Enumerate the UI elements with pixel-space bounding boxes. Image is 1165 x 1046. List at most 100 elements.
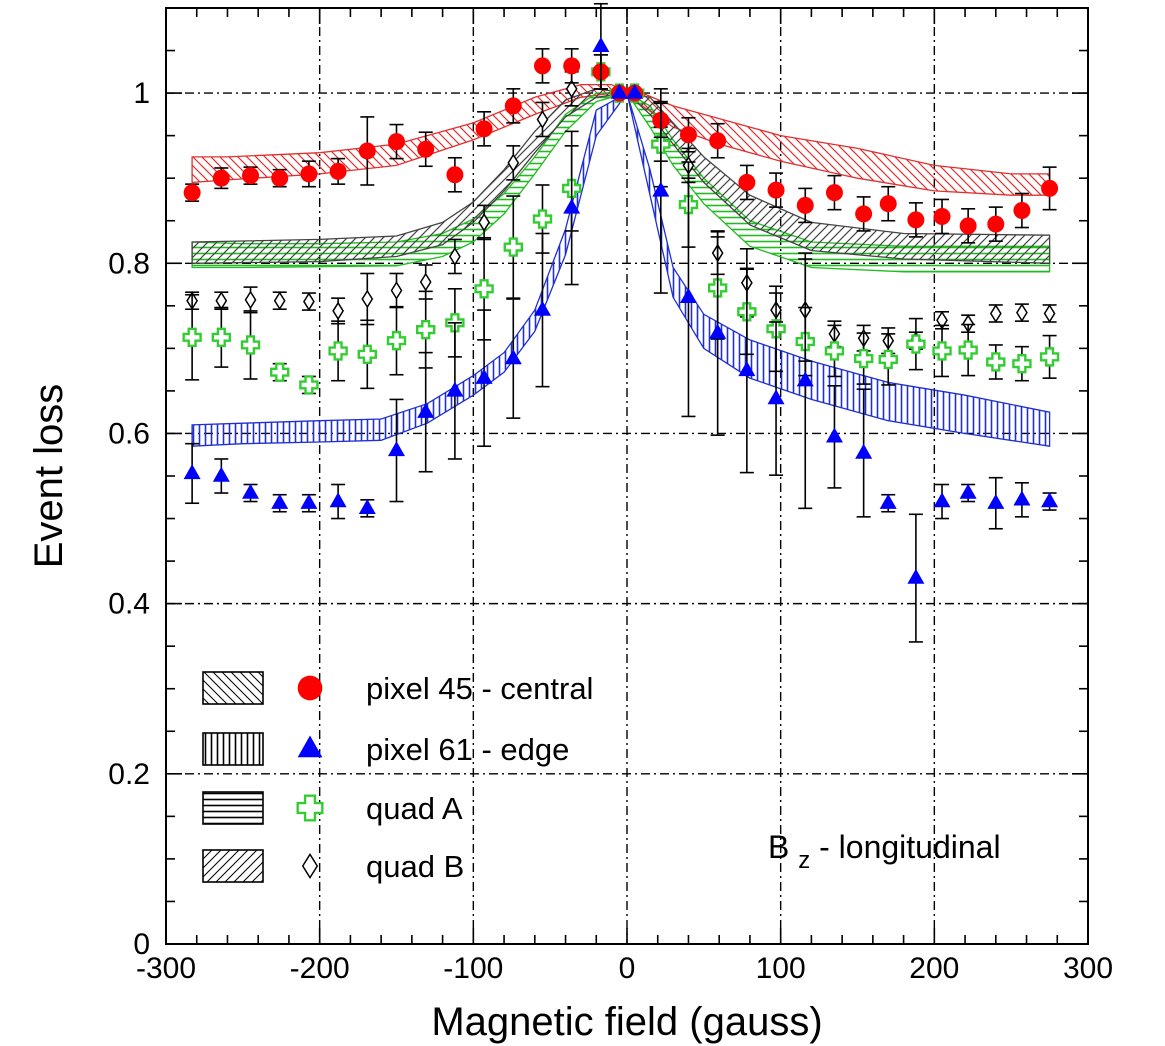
data-point: [796, 371, 814, 387]
data-point: [240, 335, 261, 355]
data-point: [533, 300, 551, 316]
legend-marker: [301, 852, 319, 880]
y-tick-label: 0.2: [108, 758, 150, 791]
data-point: [211, 327, 232, 348]
data-point: [563, 198, 581, 214]
data-point: [626, 83, 644, 99]
data-point: [388, 133, 405, 151]
data-point: [738, 361, 756, 377]
series-quad-a: [182, 53, 1060, 395]
data-point: [183, 464, 201, 480]
data-point: [1016, 303, 1028, 323]
legend-band-swatch: [202, 849, 264, 883]
data-point: [300, 493, 318, 509]
y-tick-label: 0.4: [108, 588, 150, 621]
data-point: [738, 173, 756, 191]
data-point: [533, 57, 551, 75]
legend-label: pixel 61 - edge: [366, 732, 569, 767]
data-point: [504, 349, 522, 365]
series-pixel-61-edge: [183, 2, 1059, 643]
y-tick-label: 0.8: [108, 247, 150, 280]
data-point: [329, 492, 347, 508]
legend-item-pixel-45-central: pixel 45 - central: [202, 671, 593, 706]
data-point: [907, 568, 925, 584]
data-point: [987, 493, 1005, 509]
data-point: [853, 348, 874, 369]
x-tick-label: -200: [290, 952, 350, 985]
data-point: [475, 120, 493, 138]
data-point: [271, 169, 289, 187]
data-point: [417, 140, 435, 158]
data-points: [182, 2, 1060, 643]
data-point: [824, 341, 845, 361]
data-point: [300, 165, 318, 183]
data-point: [417, 402, 435, 418]
data-point: [1039, 347, 1060, 367]
data-point: [273, 291, 286, 311]
axis-ticks: -300 -200 -100 0 100 200 300 0 0.2 0.4 0.6 0.8 1: [108, 7, 1113, 985]
data-point: [879, 195, 897, 213]
data-point: [332, 301, 344, 321]
data-point: [932, 341, 952, 361]
data-point: [1012, 353, 1032, 374]
data-point: [270, 362, 290, 382]
data-point: [958, 340, 978, 360]
legend-item-quad-a: quad A: [202, 791, 463, 826]
data-point: [242, 167, 260, 185]
legend-item-quad-b: quad B: [202, 849, 464, 884]
legend-marker: [297, 675, 323, 701]
data-point: [358, 142, 376, 160]
data-point: [183, 184, 201, 202]
data-point: [361, 289, 374, 309]
data-point: [933, 207, 951, 225]
data-point: [933, 492, 951, 508]
x-tick-label: -100: [443, 952, 503, 985]
data-point: [390, 281, 403, 300]
legend-item-pixel-61-edge: pixel 61 - edge: [202, 732, 569, 767]
data-point: [532, 209, 553, 229]
data-point: [709, 323, 727, 339]
data-point: [446, 166, 464, 184]
y-tick-label: 0.6: [108, 417, 150, 450]
data-point: [358, 499, 376, 515]
data-point: [215, 291, 228, 311]
data-point: [475, 368, 493, 384]
legend-band-swatch: [202, 671, 264, 705]
data-point: [536, 110, 549, 129]
x-tick-label: 0: [619, 952, 636, 985]
data-point: [907, 211, 925, 229]
data-point: [879, 493, 897, 509]
data-point: [855, 205, 873, 223]
data-point: [987, 215, 1005, 233]
data-point: [357, 344, 378, 365]
data-point: [244, 290, 257, 310]
data-point: [271, 493, 289, 509]
data-point: [503, 237, 523, 257]
data-point: [986, 352, 1006, 372]
y-axis-label: Event loss: [27, 384, 71, 569]
legend-marker: [296, 794, 324, 822]
x-tick-label: 300: [1063, 952, 1113, 985]
simulation-bands: [191, 83, 1051, 447]
data-point: [182, 327, 202, 348]
data-point: [212, 466, 230, 482]
annotation-subscript: z: [798, 847, 810, 874]
data-point: [679, 126, 697, 144]
data-point: [855, 443, 873, 459]
data-point: [329, 162, 347, 180]
data-point: [242, 483, 260, 499]
data-point: [415, 319, 436, 340]
data-point: [212, 169, 230, 187]
data-point: [299, 375, 319, 395]
data-point: [565, 79, 578, 99]
data-point: [386, 331, 407, 351]
series-pixel-45-central: [183, 48, 1059, 244]
data-point: [328, 341, 348, 361]
legend-label: quad B: [366, 849, 464, 884]
x-tick-label: 100: [756, 952, 806, 985]
data-point: [825, 427, 843, 443]
data-point: [504, 97, 522, 115]
data-point: [446, 381, 464, 397]
legend-label: quad A: [366, 791, 463, 826]
